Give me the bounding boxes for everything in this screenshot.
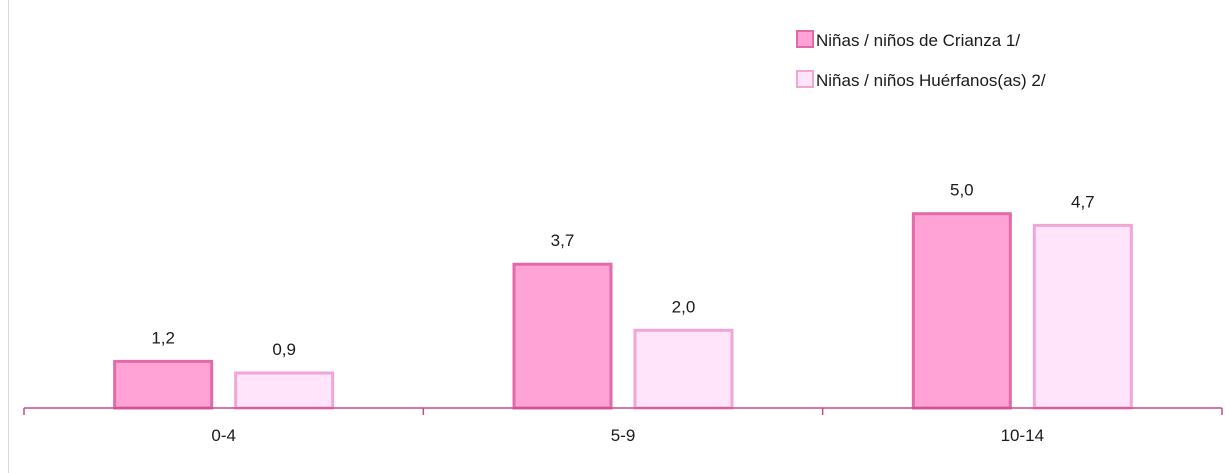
data-label: 2,0	[672, 297, 696, 316]
x-tick-labels: 0-4 5-9 10-14	[211, 426, 1044, 445]
bars-layer	[113, 212, 1133, 410]
data-label: 1,2	[151, 328, 175, 347]
data-labels: 1,2 0,9 3,7 2,0 5,0 4,7	[151, 181, 1094, 359]
legend-label-2: Niñas / niños Huérfanos(as) 2/	[816, 71, 1046, 90]
x-tick-label: 5-9	[611, 426, 636, 445]
data-label: 5,0	[950, 181, 974, 200]
chart-frame-border	[8, 0, 9, 473]
x-tick-label: 0-4	[211, 426, 236, 445]
bar-1-5-9	[512, 262, 613, 410]
legend-label-1: Niñas / niños de Crianza 1/	[816, 31, 1020, 50]
legend-swatch-2	[796, 70, 814, 88]
x-axis	[23, 407, 1223, 415]
x-tick-label: 10-14	[1001, 426, 1044, 445]
bar-1-10-14	[911, 212, 1012, 410]
legend: Niñas / niños de Crianza 1/Niñas / niños…	[796, 30, 1046, 90]
bar-2-5-9	[633, 328, 734, 410]
legend-swatch-1	[796, 30, 814, 48]
data-label: 3,7	[551, 231, 575, 250]
data-label: 0,9	[272, 340, 296, 359]
bar-2-10-14	[1032, 223, 1133, 410]
bar-1-0-4	[113, 359, 214, 410]
data-label: 4,7	[1071, 192, 1095, 211]
bar-2-0-4	[234, 371, 335, 410]
